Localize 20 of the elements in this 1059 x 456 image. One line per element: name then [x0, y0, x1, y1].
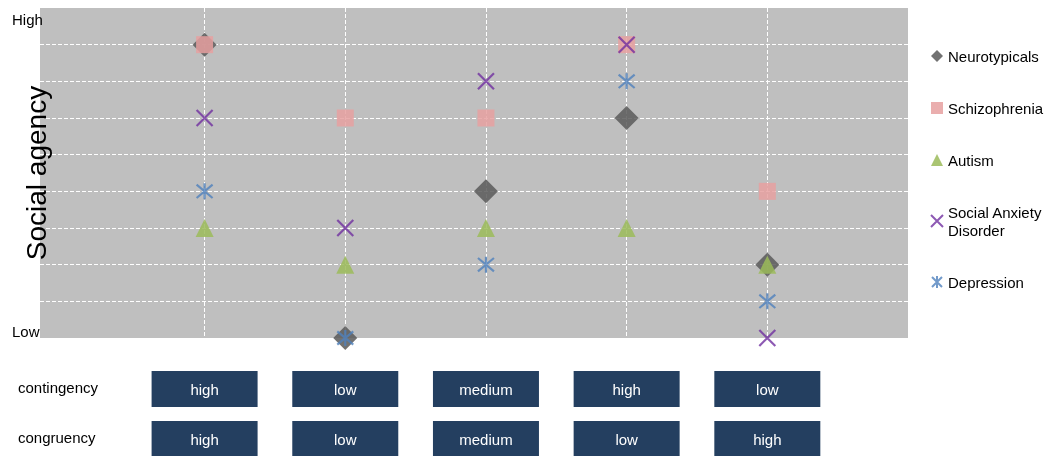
text: high: [190, 430, 219, 448]
legend-label: Social Anxiety Disorder: [948, 203, 1046, 239]
y-axis-title: Social agency: [20, 85, 52, 261]
legend-label: Schizophrenia: [948, 99, 1044, 117]
x-tick-label: high: [612, 380, 641, 398]
text: Low: [12, 323, 40, 340]
text: low: [615, 430, 639, 448]
x-tick-label: high: [190, 380, 219, 398]
x-tick-label: low: [756, 380, 779, 398]
text: high: [753, 430, 782, 448]
text: medium: [459, 430, 513, 448]
legend-label: Depression: [948, 273, 1024, 291]
legend-label: Neurotypicals: [948, 47, 1039, 65]
text: low: [334, 430, 357, 448]
text: contingency: [18, 379, 99, 396]
x-tick-label: medium: [459, 380, 513, 398]
text: congruency: [18, 429, 97, 446]
x-tick-label: low: [334, 380, 357, 398]
legend-label: Autism: [948, 151, 994, 169]
text: High: [12, 11, 43, 28]
